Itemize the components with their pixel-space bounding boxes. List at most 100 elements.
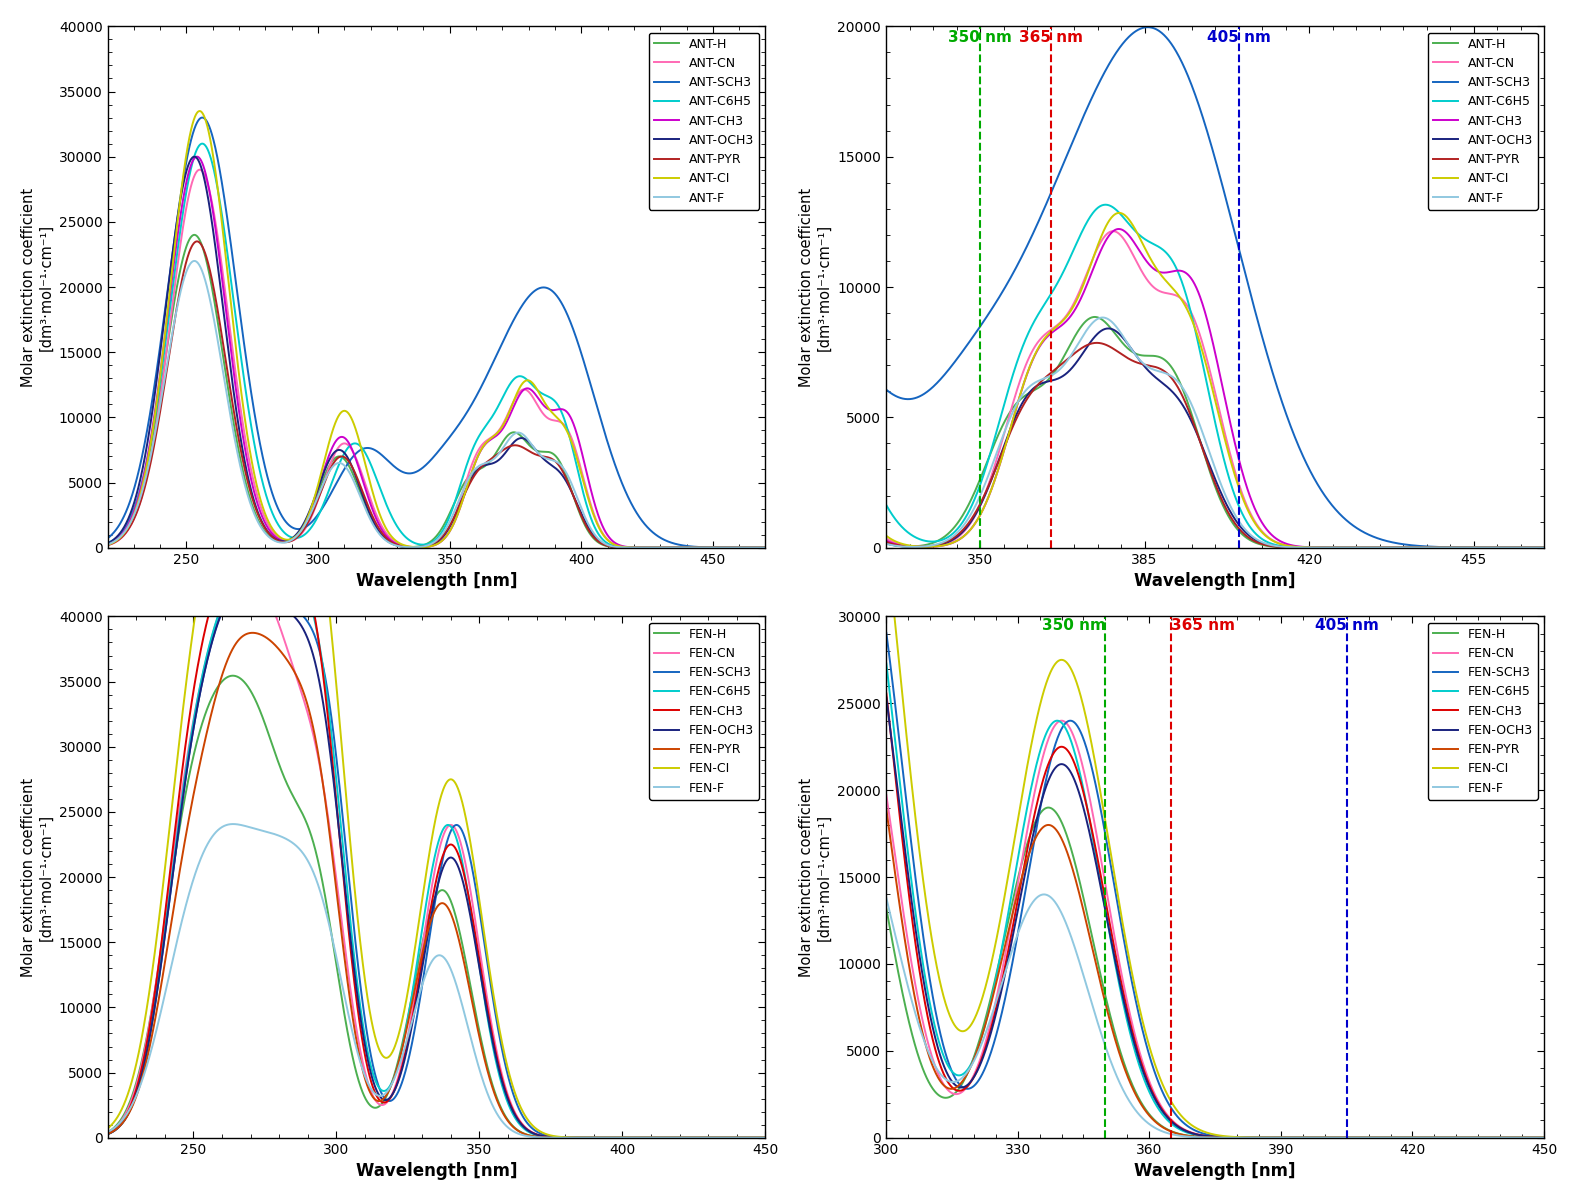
Line: FEN-CI: FEN-CI (107, 414, 780, 1137)
ANT-C6H5 (750, 540, 768, 555)
FEN-C6H5 (1023, 778, 1041, 793)
Y-axis label: Molar extinction coefficient
[dm³·mol⁻¹·cm⁻¹]: Molar extinction coefficient [dm³·mol⁻¹·… (21, 777, 54, 976)
FEN-CI (1494, 1130, 1513, 1145)
Line: ANT-CN: ANT-CN (887, 231, 1543, 548)
Line: FEN-CI: FEN-CI (887, 537, 1543, 1137)
Text: 365 nm: 365 nm (1018, 30, 1083, 44)
ANT-CH3 (768, 540, 787, 555)
ANT-CI (189, 103, 208, 118)
FEN-C6H5 (628, 1130, 647, 1145)
FEN-F (424, 950, 443, 964)
FEN-CH3 (1471, 1130, 1490, 1145)
FEN-PYR (1471, 1130, 1490, 1145)
ANT-C6H5 (904, 530, 923, 544)
ANT-F (768, 540, 787, 555)
ANT-PYR (750, 540, 768, 555)
ANT-CH3 (877, 533, 896, 548)
ANT-C6H5 (1524, 540, 1543, 555)
ANT-F (750, 540, 768, 555)
Line: ANT-C6H5: ANT-C6H5 (107, 144, 778, 548)
FEN-H (751, 1130, 770, 1145)
Line: ANT-CI: ANT-CI (887, 213, 1543, 548)
ANT-SCH3 (1302, 466, 1321, 480)
FEN-CN (237, 568, 256, 582)
ANT-H (424, 531, 443, 545)
FEN-CI (770, 1130, 789, 1145)
Text: 405 nm: 405 nm (1314, 619, 1379, 633)
FEN-CH3 (1534, 1130, 1553, 1145)
Line: FEN-PYR: FEN-PYR (107, 633, 780, 1137)
FEN-SCH3 (1471, 1130, 1490, 1145)
FEN-F (751, 1130, 770, 1145)
FEN-F (1067, 944, 1086, 958)
FEN-SCH3 (1067, 717, 1086, 731)
FEN-CN (770, 1130, 789, 1145)
ANT-F (1524, 540, 1543, 555)
FEN-OCH3 (407, 991, 426, 1005)
ANT-CH3 (1302, 540, 1321, 555)
ANT-CH3 (1000, 423, 1019, 437)
Legend: FEN-H, FEN-CN, FEN-SCH3, FEN-C6H5, FEN-CH3, FEN-OCH3, FEN-PYR, FEN-CI, FEN-F: FEN-H, FEN-CN, FEN-SCH3, FEN-C6H5, FEN-C… (1428, 622, 1539, 800)
ANT-OCH3 (626, 540, 645, 555)
FEN-OCH3 (1262, 1130, 1281, 1145)
FEN-F (1035, 888, 1054, 902)
ANT-OCH3 (1000, 423, 1019, 437)
Legend: ANT-H, ANT-CN, ANT-SCH3, ANT-C6H5, ANT-CH3, ANT-OCH3, ANT-PYR, ANT-CI, ANT-F: ANT-H, ANT-CN, ANT-SCH3, ANT-C6H5, ANT-C… (1428, 32, 1539, 210)
Line: FEN-OCH3: FEN-OCH3 (107, 592, 780, 1137)
FEN-H (877, 902, 896, 916)
Line: FEN-F: FEN-F (887, 895, 1543, 1137)
ANT-H (750, 540, 768, 555)
ANT-PYR (1534, 540, 1553, 555)
ANT-PYR (1000, 426, 1019, 441)
ANT-F (1534, 540, 1553, 555)
FEN-OCH3 (1494, 1130, 1513, 1145)
Line: ANT-CI: ANT-CI (107, 110, 778, 548)
ANT-F (98, 537, 117, 551)
ANT-CI (407, 540, 426, 555)
Line: ANT-OCH3: ANT-OCH3 (887, 328, 1543, 548)
FEN-H (407, 963, 426, 978)
FEN-CI (751, 1130, 770, 1145)
ANT-C6H5 (407, 537, 426, 551)
ANT-CH3 (1524, 540, 1543, 555)
ANT-OCH3 (133, 466, 151, 480)
ANT-PYR (1087, 335, 1106, 349)
FEN-PYR (243, 626, 262, 640)
ANT-SCH3 (1408, 538, 1427, 552)
ANT-CH3 (407, 540, 426, 555)
FEN-CH3 (751, 1130, 770, 1145)
ANT-PYR (768, 540, 787, 555)
FEN-F (628, 1130, 647, 1145)
ANT-F (1094, 310, 1112, 324)
FEN-OCH3 (1023, 833, 1041, 848)
Y-axis label: Molar extinction coefficient
[dm³·mol⁻¹·cm⁻¹]: Molar extinction coefficient [dm³·mol⁻¹·… (800, 187, 832, 387)
FEN-SCH3 (1534, 1130, 1553, 1145)
ANT-PYR (904, 539, 923, 554)
FEN-C6H5 (270, 554, 289, 568)
FEN-C6H5 (1262, 1130, 1281, 1145)
ANT-CH3 (1109, 222, 1128, 237)
ANT-PYR (1408, 540, 1427, 555)
ANT-F (185, 253, 204, 268)
FEN-C6H5 (877, 656, 896, 670)
FEN-SCH3 (98, 1127, 117, 1141)
Line: ANT-CN: ANT-CN (107, 169, 778, 548)
ANT-CI (98, 538, 117, 552)
FEN-CN (1023, 800, 1041, 814)
FEN-CN (751, 1130, 770, 1145)
FEN-OCH3 (628, 1130, 647, 1145)
FEN-CI (628, 1130, 647, 1145)
ANT-C6H5 (626, 540, 645, 555)
ANT-SCH3 (750, 540, 768, 555)
FEN-SCH3 (1494, 1130, 1513, 1145)
ANT-F (1485, 540, 1504, 555)
ANT-SCH3 (1000, 271, 1019, 286)
FEN-SCH3 (1262, 1130, 1281, 1145)
FEN-CN (751, 1130, 770, 1145)
ANT-SCH3 (98, 531, 117, 545)
FEN-C6H5 (1067, 748, 1086, 763)
ANT-SCH3 (193, 110, 211, 125)
FEN-SCH3 (235, 579, 254, 593)
ANT-CI (904, 539, 923, 554)
ANT-CI (1302, 540, 1321, 555)
